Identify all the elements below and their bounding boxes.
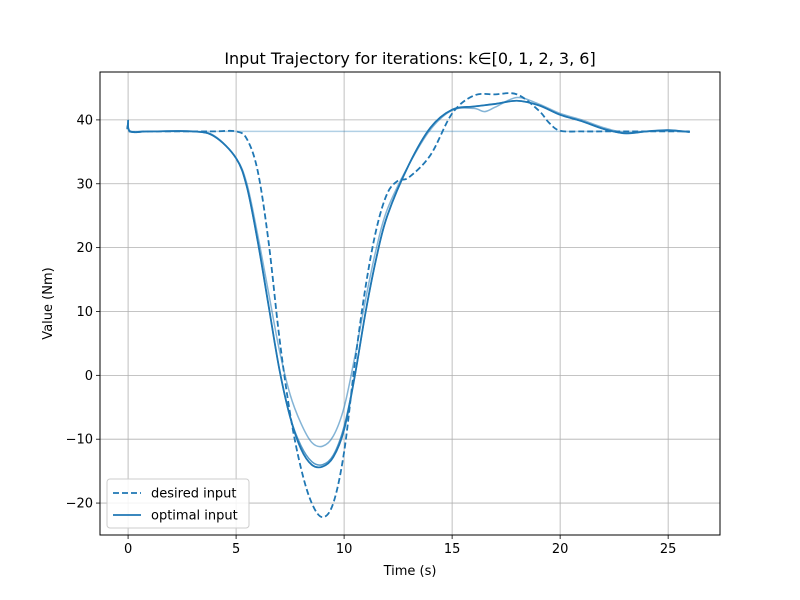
x-tick-label: 25 — [660, 542, 677, 557]
x-tick-label: 15 — [444, 542, 461, 557]
grid — [100, 72, 720, 535]
x-tick-label: 10 — [336, 542, 353, 557]
y-tick-label: 20 — [76, 241, 93, 256]
series-lines — [126, 92, 690, 519]
y-tick-label: −10 — [66, 433, 93, 448]
x-tick-label: 20 — [552, 542, 569, 557]
series-line-desired — [126, 92, 690, 519]
chart-title: Input Trajectory for iterations: k∈[0, 1… — [224, 49, 595, 68]
legend-box — [106, 478, 250, 529]
legend: desired input optimal input — [106, 478, 250, 529]
axis-ticks: 0 5 10 15 20 25 −20 −10 0 10 20 30 40 — [66, 113, 677, 557]
plot-area — [100, 72, 720, 535]
series-line-k6 — [127, 99, 690, 469]
x-tick-label: 0 — [124, 542, 132, 557]
legend-label-optimal: optimal input — [151, 509, 238, 524]
legend-label-desired: desired input — [151, 487, 237, 502]
y-tick-label: 10 — [76, 305, 93, 320]
x-axis-label: Time (s) — [383, 564, 437, 579]
y-tick-label: 30 — [76, 177, 93, 192]
y-tick-label: −20 — [66, 497, 93, 512]
y-tick-label: 40 — [76, 113, 93, 128]
x-tick-label: 5 — [232, 542, 240, 557]
y-axis-label: Value (Nm) — [41, 267, 56, 339]
y-tick-label: 0 — [85, 369, 93, 384]
plot-frame — [99, 71, 721, 536]
